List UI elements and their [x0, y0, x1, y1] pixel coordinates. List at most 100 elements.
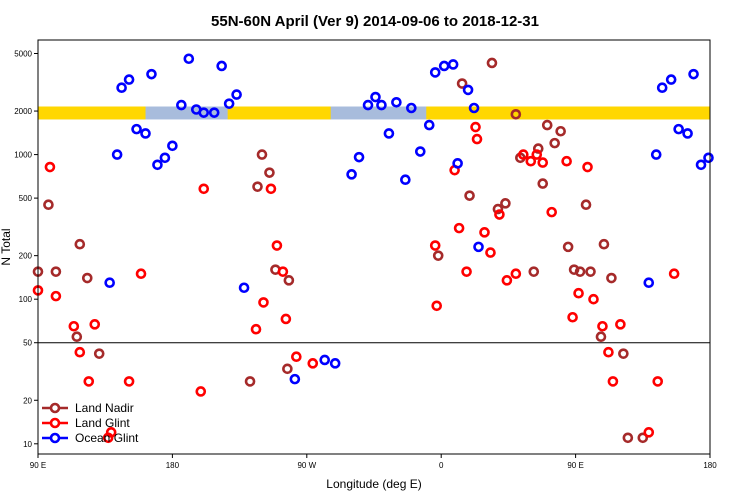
land-nadir-point	[606, 272, 617, 284]
land-glint-point	[105, 427, 117, 438]
y-tick-label: 200	[19, 252, 33, 261]
land-nadir-point	[71, 331, 83, 343]
ocean-glint-point	[231, 89, 242, 100]
land-glint-point	[603, 346, 614, 358]
ocean-glint-point	[438, 60, 450, 72]
land-nadir-point	[562, 241, 574, 253]
land-nadir-point	[74, 238, 86, 250]
ocean-glint-point	[400, 174, 411, 186]
land-glint-point	[582, 161, 593, 173]
ocean-glint-point	[688, 68, 699, 80]
ocean-glint-point	[665, 74, 677, 85]
ocean-glint-point	[353, 151, 365, 163]
land-glint-point	[561, 155, 572, 167]
land-nadir-point	[574, 266, 586, 277]
land-nadir-point	[50, 266, 62, 277]
land-glint-point	[44, 161, 56, 173]
map-band-land	[38, 106, 146, 120]
ocean-glint-point	[183, 53, 195, 65]
ocean-glint-point	[682, 128, 693, 139]
land-glint-point	[485, 247, 496, 258]
land-nadir-point	[81, 272, 93, 284]
ocean-glint-point	[329, 358, 341, 369]
land-glint-point	[546, 206, 558, 218]
plot-frame	[37, 39, 711, 455]
chart-title: 55N-60N April (Ver 9) 2014-09-06 to 2018…	[211, 13, 539, 30]
land-glint-point	[429, 240, 441, 251]
land-nadir-point	[282, 363, 293, 375]
land-glint-point	[83, 376, 95, 387]
land-nadir-point	[595, 331, 607, 343]
ocean-glint-point	[216, 60, 227, 72]
land-nadir-point	[618, 348, 629, 359]
land-glint-point	[607, 376, 619, 387]
x-tick-label: 180	[703, 461, 717, 470]
ocean-glint-point	[383, 128, 395, 139]
land-nadir-point	[264, 167, 275, 178]
ocean-glint-point	[140, 128, 151, 139]
y-tick-label: 10	[23, 440, 32, 449]
x-axis-label: Longitude (deg E)	[326, 477, 421, 491]
land-nadir-point	[622, 432, 634, 444]
ocean-glint-point	[223, 98, 235, 109]
x-tick-label: 90 E	[30, 461, 46, 470]
land-glint-point	[597, 320, 608, 332]
x-tick-label: 90 W	[297, 461, 316, 470]
land-glint-point	[494, 209, 505, 220]
map-band-land	[426, 106, 710, 120]
land-nadir-point	[456, 78, 468, 89]
land-glint-point	[588, 293, 599, 305]
land-glint-point	[74, 346, 86, 358]
land-nadir-point	[510, 108, 522, 120]
legend-entry: Land Nadir	[75, 401, 134, 415]
land-glint-point	[643, 427, 655, 438]
ocean-glint-point	[643, 277, 655, 289]
y-axis-label: N Total	[0, 228, 13, 265]
map-band	[38, 106, 710, 120]
land-glint-point	[250, 323, 262, 335]
series-land-glint	[32, 121, 680, 444]
y-tick-label: 1000	[14, 151, 32, 160]
land-nadir-point	[244, 376, 256, 387]
land-glint-point	[431, 300, 443, 312]
land-glint-point	[68, 320, 80, 332]
land-nadir-point	[537, 178, 549, 189]
land-glint-point	[510, 268, 522, 280]
ocean-glint-point	[414, 146, 426, 157]
land-glint-point	[567, 311, 578, 323]
land-nadir-point	[500, 198, 511, 209]
ocean-glint-point	[703, 152, 714, 164]
legend-swatch-marker	[49, 402, 61, 414]
x-tick-label: 0	[439, 461, 444, 470]
land-glint-point	[258, 297, 269, 308]
land-glint-point	[652, 376, 664, 387]
x-axis: 90 E 180 90 W 0 90 E 180	[30, 454, 717, 470]
data-points	[32, 53, 714, 444]
land-glint-point	[479, 227, 490, 238]
ocean-glint-point	[452, 158, 463, 169]
land-nadir-point	[464, 190, 475, 201]
land-nadir-point	[43, 199, 54, 211]
series-ocean-glint	[104, 53, 714, 385]
ocean-glint-point	[131, 123, 142, 135]
land-nadir-point	[549, 137, 560, 149]
land-glint-point	[198, 183, 210, 195]
map-band-land	[227, 106, 331, 120]
land-glint-point	[615, 319, 626, 330]
land-nadir-point	[580, 199, 592, 211]
ocean-glint-point	[146, 68, 157, 80]
land-glint-point	[50, 290, 62, 302]
land-glint-point	[461, 266, 472, 277]
land-nadir-point	[283, 275, 295, 286]
land-nadir-point	[252, 181, 263, 192]
x-tick-label: 90 E	[567, 461, 583, 470]
land-nadir-point	[486, 57, 498, 69]
land-glint-point	[531, 149, 543, 160]
land-nadir-point	[93, 348, 105, 359]
ocean-glint-point	[123, 74, 135, 85]
ocean-glint-point	[167, 140, 178, 152]
land-glint-point	[573, 287, 584, 299]
legend-entry: Ocean Glint	[75, 431, 139, 445]
